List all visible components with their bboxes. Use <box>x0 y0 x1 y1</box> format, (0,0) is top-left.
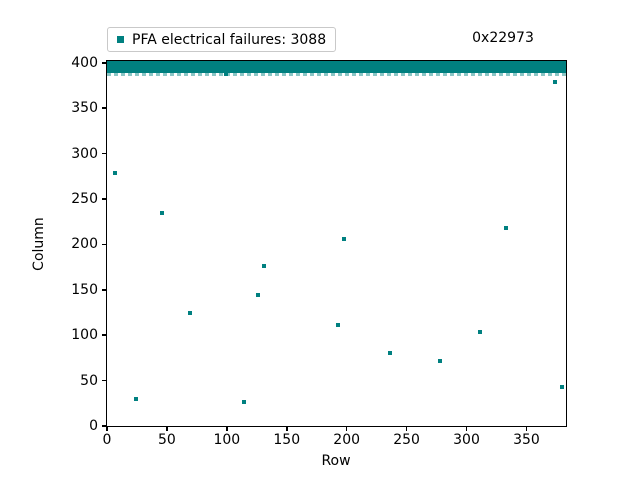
annotation-hex-id: 0x22973 <box>472 30 534 46</box>
scatter-point <box>113 170 118 175</box>
y-tick-label: 150 <box>71 281 98 298</box>
y-tick-label: 0 <box>89 418 98 434</box>
x-tick-mark <box>226 427 228 431</box>
y-tick-label: 300 <box>71 145 98 162</box>
scatter-point <box>336 323 341 328</box>
x-tick-mark <box>525 427 528 431</box>
y-tick-label: 250 <box>71 191 98 207</box>
x-tick-label: 50 <box>157 432 176 448</box>
x-tick-label: 200 <box>333 432 361 448</box>
legend: PFA electrical failures: 3088 <box>107 27 337 52</box>
y-tick-mark <box>102 243 106 246</box>
y-tick-mark <box>102 289 106 291</box>
y-tick-mark <box>102 425 106 427</box>
x-tick-mark <box>286 427 288 431</box>
scatter-point <box>438 358 443 363</box>
x-tick-label: 300 <box>453 432 480 448</box>
y-tick-mark <box>102 107 106 109</box>
x-tick-mark <box>345 427 348 431</box>
failure-band <box>107 61 566 73</box>
scatter-point <box>241 400 246 405</box>
y-tick-label: 350 <box>71 100 98 117</box>
y-tick-mark <box>102 379 106 382</box>
x-tick-label: 350 <box>513 432 540 448</box>
x-tick-mark <box>106 427 108 431</box>
scatter-point <box>223 71 228 76</box>
scatter-point <box>387 351 392 356</box>
plot-area <box>106 60 567 427</box>
y-tick-mark <box>102 152 106 155</box>
x-tick-label: 150 <box>273 432 301 448</box>
scatter-point <box>187 310 192 315</box>
x-axis-label: Row <box>321 453 351 469</box>
scatter-point <box>133 396 138 401</box>
scatter-point <box>477 330 482 335</box>
failure-band-dashed-edge <box>107 72 566 76</box>
legend-marker-icon <box>117 36 124 43</box>
y-tick-label: 100 <box>71 327 98 344</box>
scatter-point <box>504 226 509 231</box>
x-tick-mark <box>465 427 468 431</box>
scatter-point <box>261 264 266 269</box>
scatter-point <box>160 210 165 215</box>
scatter-point <box>560 384 565 389</box>
y-tick-mark <box>102 198 106 200</box>
x-tick-label: 250 <box>393 432 420 448</box>
x-tick-mark <box>405 427 408 431</box>
x-tick-mark <box>166 427 168 431</box>
x-tick-label: 100 <box>213 432 241 448</box>
y-tick-label: 200 <box>71 236 98 253</box>
scatter-point <box>553 79 558 84</box>
y-tick-label: 50 <box>80 372 98 389</box>
y-tick-label: 400 <box>71 54 98 71</box>
y-tick-mark <box>102 62 106 64</box>
y-tick-mark <box>102 334 106 336</box>
scatter-point <box>256 293 260 298</box>
x-tick-label: 0 <box>102 432 112 448</box>
legend-label: PFA electrical failures: 3088 <box>132 31 327 48</box>
scatter-point <box>342 236 347 241</box>
